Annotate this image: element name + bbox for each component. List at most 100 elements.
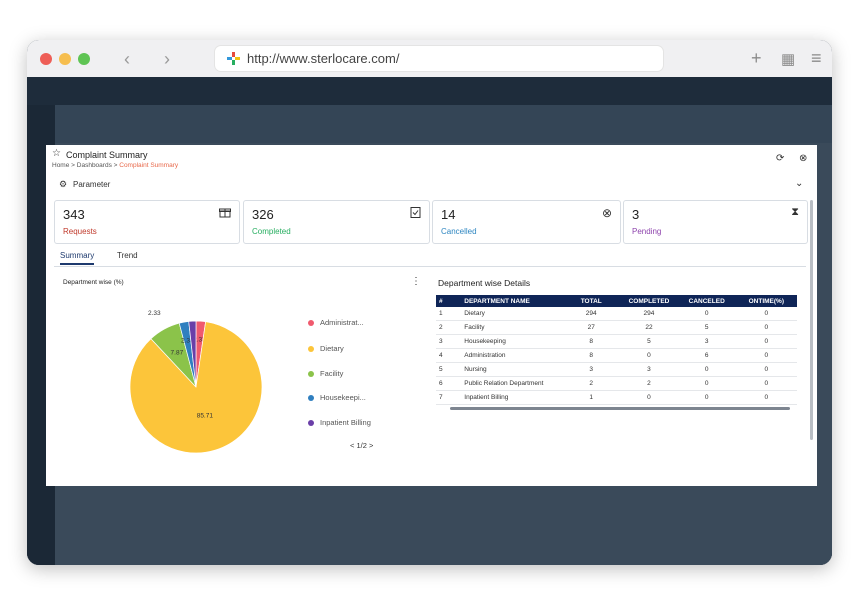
table-cell: 0: [735, 348, 797, 363]
stat-value: 14: [441, 207, 456, 222]
table-cell: 0: [677, 307, 736, 321]
new-tab-icon[interactable]: +: [751, 48, 762, 68]
table-header-cell[interactable]: ONTIME(%): [735, 295, 797, 307]
back-arrow-icon[interactable]: ‹: [124, 49, 130, 69]
grid-icon[interactable]: ▦: [781, 51, 796, 68]
gift-box-icon: [219, 208, 231, 218]
vertical-scrollbar[interactable]: [810, 200, 813, 440]
page-title: Complaint Summary: [66, 150, 148, 160]
table-row[interactable]: 7 Inpatient Billing 1 0 0 0: [436, 390, 797, 405]
legend-item[interactable]: Facility: [308, 369, 343, 378]
legend-item[interactable]: Inpatient Billing: [308, 418, 371, 427]
table-cell: Inpatient Billing: [461, 390, 563, 405]
parameter-bar[interactable]: ⚙ Parameter ⌄: [46, 177, 817, 193]
pie-slice[interactable]: [188, 320, 197, 388]
close-icon[interactable]: ⊗: [799, 153, 808, 164]
table-header-cell[interactable]: #: [436, 295, 462, 307]
table-cell: 3: [620, 362, 678, 377]
browser-toolbar: ‹ › http://www.sterlocare.com/ + ▦ ≡: [27, 40, 832, 78]
legend-label: Inpatient Billing: [320, 418, 371, 427]
table-cell: 0: [677, 362, 736, 377]
tab-summary[interactable]: Summary: [60, 251, 95, 265]
legend-label: Housekeepi...: [320, 393, 366, 402]
table-cell: 294: [562, 307, 621, 321]
table-cell: 6: [677, 348, 736, 363]
legend-label: Dietary: [320, 344, 344, 353]
legend-pager: < 1/2 >: [350, 441, 373, 450]
table-cell: 0: [735, 320, 797, 335]
table-cell: 0: [735, 362, 797, 377]
legend-item[interactable]: Administrat...: [308, 318, 364, 327]
refresh-icon[interactable]: ⟳: [776, 153, 785, 164]
table-row[interactable]: 2 Facility 27 22 5 0: [436, 320, 797, 335]
stat-card-requests[interactable]: 343 Requests: [54, 200, 240, 244]
legend-color-dot: [308, 346, 314, 353]
table-header-cell[interactable]: DEPARTMENT NAME: [461, 295, 563, 307]
table-cell: 0: [735, 334, 797, 349]
maximize-window-button[interactable]: [78, 53, 90, 65]
table-cell: 0: [620, 390, 678, 405]
minimize-window-button[interactable]: [59, 53, 71, 65]
table-cell: 3: [436, 334, 462, 349]
table-cell: 0: [735, 307, 797, 321]
stat-label: Requests: [63, 227, 97, 236]
legend-label: Facility: [320, 369, 344, 378]
table-cell: Administration: [461, 348, 563, 363]
table-cell: 5: [677, 320, 736, 335]
table-cell: 0: [677, 376, 736, 391]
pager-next-button[interactable]: >: [369, 441, 374, 450]
table-cell: 0: [677, 390, 736, 405]
table-row[interactable]: 5 Nursing 3 3 0 0: [436, 362, 797, 377]
table-cell: 5: [436, 362, 462, 377]
table-cell: 7: [436, 390, 462, 405]
table-cell: 2: [436, 320, 462, 335]
hourglass-icon: ⧗: [791, 206, 799, 218]
horizontal-scrollbar[interactable]: [450, 407, 790, 410]
app-topbar: [27, 77, 832, 105]
table-header-cell[interactable]: CANCELED: [677, 295, 736, 307]
tab-bar: Summary Trend: [54, 251, 806, 267]
stat-value: 3: [632, 207, 640, 222]
stat-label: Pending: [632, 227, 662, 236]
clipboard-check-icon: [410, 207, 421, 218]
tab-trend[interactable]: Trend: [117, 251, 138, 260]
legend-item[interactable]: Housekeepi...: [308, 393, 366, 402]
table-cell: 4: [436, 348, 462, 363]
stat-card-cancelled[interactable]: 14 Cancelled ⊗: [432, 200, 621, 244]
pager-prev-button[interactable]: <: [350, 441, 355, 450]
more-options-icon[interactable]: ⋮: [411, 276, 421, 287]
breadcrumb-dashboards[interactable]: Dashboards: [76, 162, 112, 169]
breadcrumb: Home > Dashboards > Complaint Summary: [52, 162, 178, 169]
stat-label: Completed: [252, 227, 291, 236]
menu-icon[interactable]: ≡: [811, 48, 822, 68]
legend-label: Administrat...: [320, 318, 364, 327]
forward-arrow-icon[interactable]: ›: [164, 49, 170, 69]
stat-card-completed[interactable]: 326 Completed: [243, 200, 430, 244]
table-cell: 0: [620, 348, 678, 363]
breadcrumb-home[interactable]: Home: [52, 162, 70, 169]
star-icon[interactable]: ☆: [52, 148, 61, 159]
table-cell: 22: [620, 320, 678, 335]
table-row[interactable]: 4 Administration 8 0 6 0: [436, 348, 797, 363]
close-window-button[interactable]: [40, 53, 52, 65]
table-cell: 294: [620, 307, 678, 321]
address-bar[interactable]: http://www.sterlocare.com/: [215, 46, 663, 71]
table-header-cell[interactable]: TOTAL: [562, 295, 621, 307]
details-title: Department wise Details: [438, 278, 531, 288]
table-row[interactable]: 3 Housekeeping 8 5 3 0: [436, 334, 797, 349]
pie-slice[interactable]: [129, 321, 263, 454]
pie-data-label: 2.33: [181, 337, 194, 344]
pager-text: 1/2: [356, 441, 367, 450]
legend-item[interactable]: Dietary: [308, 344, 344, 353]
chevron-down-icon[interactable]: ⌄: [795, 178, 804, 189]
pie-data-label: 7.87: [171, 349, 184, 356]
table-header-cell[interactable]: COMPLETED: [620, 295, 678, 307]
table-cell: 1: [436, 307, 462, 321]
table-row[interactable]: 6 Public Relation Department 2 2 0 0: [436, 376, 797, 391]
table-row[interactable]: 1 Dietary 294 294 0 0: [436, 307, 797, 321]
table-cell: 1: [562, 390, 621, 405]
stat-card-pending[interactable]: 3 Pending ⧗: [623, 200, 808, 244]
stat-label: Cancelled: [441, 227, 477, 236]
legend-color-dot: [308, 371, 314, 378]
